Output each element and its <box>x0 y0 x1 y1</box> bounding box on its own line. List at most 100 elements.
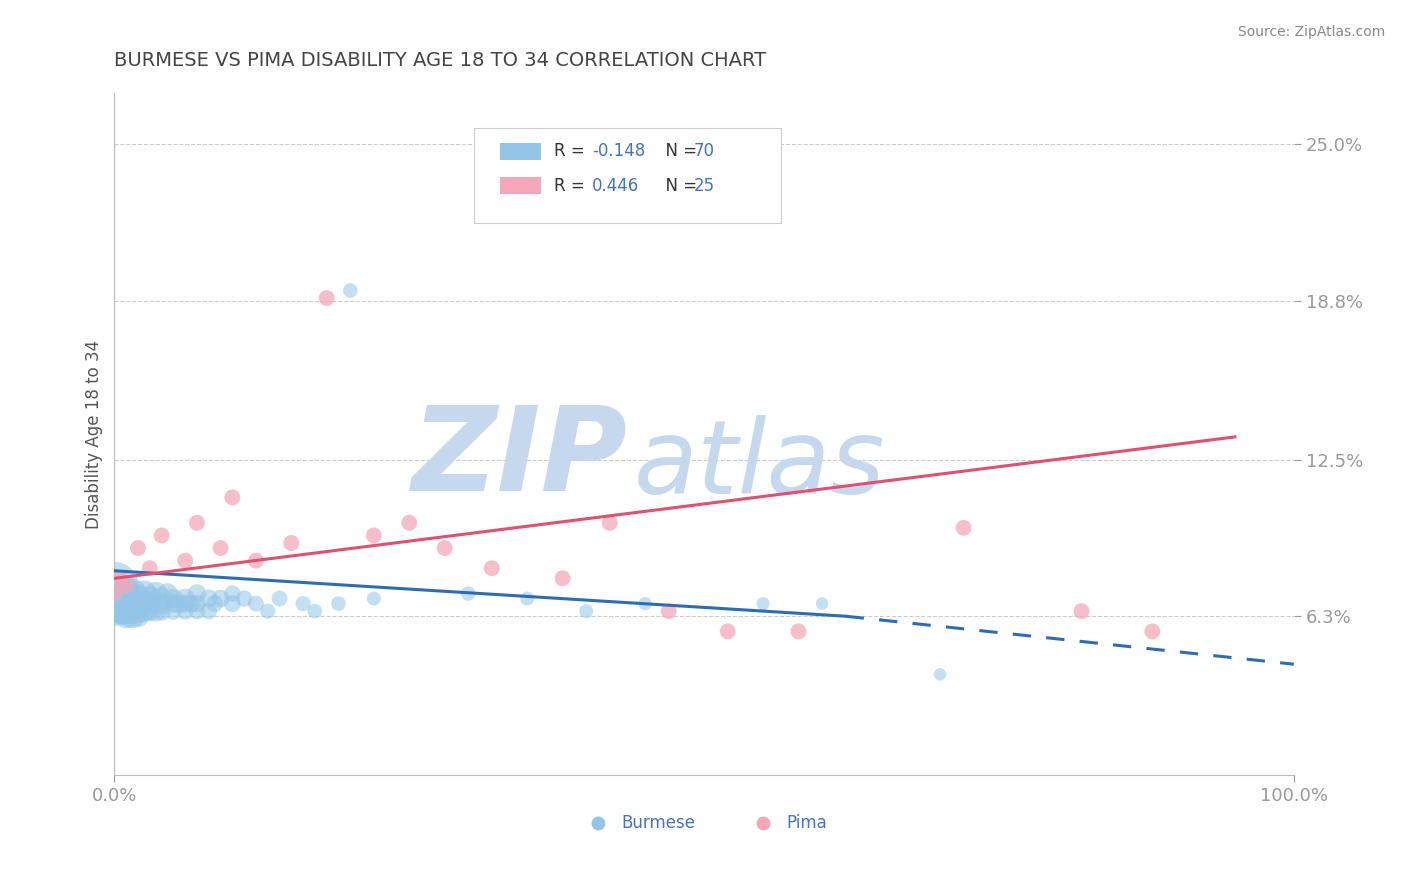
Point <box>197 591 219 606</box>
Point <box>398 516 420 530</box>
Point <box>103 591 125 606</box>
FancyBboxPatch shape <box>501 177 541 194</box>
Point <box>280 536 302 550</box>
Point <box>127 609 149 624</box>
Point <box>174 591 197 606</box>
Point <box>121 597 143 611</box>
FancyBboxPatch shape <box>501 143 541 160</box>
Point <box>197 604 219 618</box>
Point <box>115 609 138 624</box>
Text: N =: N = <box>655 143 702 161</box>
Point <box>180 597 202 611</box>
Point <box>115 597 138 611</box>
Point <box>634 597 657 611</box>
Text: R =: R = <box>554 143 591 161</box>
Point <box>256 604 278 618</box>
Text: Pima: Pima <box>787 814 827 832</box>
Point <box>174 554 197 568</box>
Point <box>115 604 138 618</box>
Point <box>209 591 232 606</box>
Point <box>111 591 134 606</box>
Point <box>127 597 149 611</box>
Point <box>174 604 197 618</box>
Point <box>103 597 125 611</box>
Point <box>114 586 136 600</box>
Point <box>209 541 232 555</box>
Point <box>1070 604 1092 618</box>
Point <box>121 609 143 624</box>
Point <box>787 624 810 639</box>
Point <box>599 516 621 530</box>
Point <box>127 541 149 555</box>
Point <box>363 528 385 542</box>
Point <box>121 586 143 600</box>
Point <box>186 597 208 611</box>
Point <box>811 597 834 611</box>
Point <box>516 591 538 606</box>
Y-axis label: Disability Age 18 to 34: Disability Age 18 to 34 <box>86 340 103 529</box>
Point <box>929 667 952 681</box>
Point <box>110 597 132 611</box>
Text: BURMESE VS PIMA DISABILITY AGE 18 TO 34 CORRELATION CHART: BURMESE VS PIMA DISABILITY AGE 18 TO 34 … <box>114 51 766 70</box>
Point <box>162 604 184 618</box>
Point <box>110 571 132 585</box>
Point <box>132 604 155 618</box>
Point <box>132 586 155 600</box>
Point <box>245 597 267 611</box>
Point <box>145 586 167 600</box>
Point <box>150 528 173 542</box>
Text: 0.446: 0.446 <box>592 177 640 194</box>
Text: Source: ZipAtlas.com: Source: ZipAtlas.com <box>1237 25 1385 39</box>
Point <box>103 609 125 624</box>
Point <box>269 591 291 606</box>
Text: 25: 25 <box>693 177 714 194</box>
Point <box>292 597 315 611</box>
Point <box>457 586 479 600</box>
Point <box>481 561 503 575</box>
Point <box>233 591 256 606</box>
Point <box>115 591 138 606</box>
Text: -0.148: -0.148 <box>592 143 645 161</box>
Point <box>162 591 184 606</box>
Point <box>112 597 135 611</box>
Point <box>186 604 208 618</box>
Point <box>339 284 361 298</box>
Point <box>103 586 125 600</box>
Point <box>551 571 574 585</box>
Text: atlas: atlas <box>633 415 884 515</box>
Point <box>103 604 125 618</box>
Point <box>717 624 740 639</box>
Text: 70: 70 <box>693 143 714 161</box>
Point <box>221 597 243 611</box>
Point <box>433 541 456 555</box>
Point <box>150 597 173 611</box>
Point <box>121 604 143 618</box>
Point <box>150 604 173 618</box>
Point <box>150 591 173 606</box>
Point <box>162 597 184 611</box>
Point <box>115 579 138 593</box>
Point <box>127 604 149 618</box>
Point <box>245 554 267 568</box>
Point <box>111 604 134 618</box>
Point <box>752 597 775 611</box>
Point <box>139 591 162 606</box>
Point <box>658 604 681 618</box>
Text: Burmese: Burmese <box>621 814 696 832</box>
Point <box>328 597 350 611</box>
Point <box>186 586 208 600</box>
Point <box>145 604 167 618</box>
Point <box>1142 624 1164 639</box>
Point <box>110 604 132 618</box>
Point <box>363 591 385 606</box>
Point <box>221 586 243 600</box>
Point <box>204 597 226 611</box>
Point <box>103 579 125 593</box>
Text: N =: N = <box>655 177 702 194</box>
Point <box>156 586 179 600</box>
Point <box>575 604 598 618</box>
Point <box>139 604 162 618</box>
Point <box>304 604 326 618</box>
Text: ZIP: ZIP <box>412 401 627 516</box>
Point <box>110 586 132 600</box>
